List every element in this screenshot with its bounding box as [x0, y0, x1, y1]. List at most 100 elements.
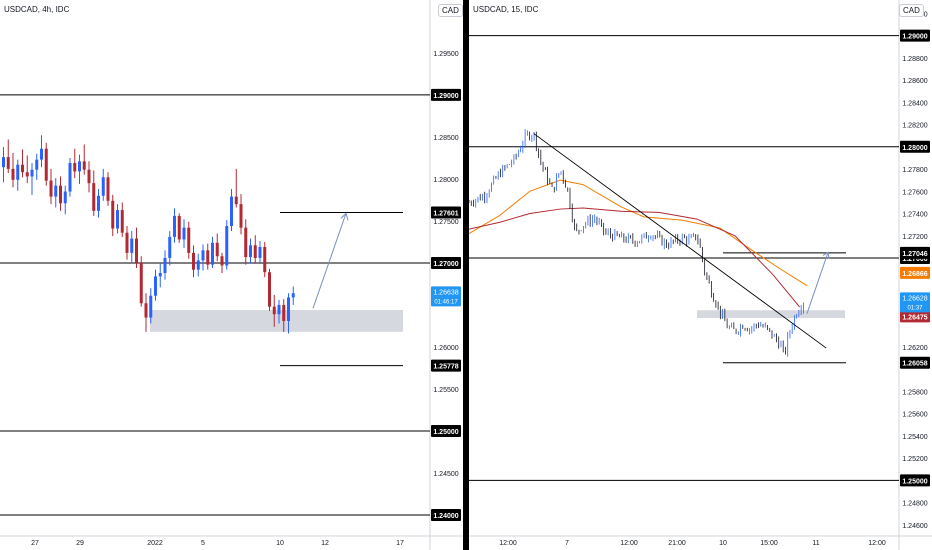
left-candle-body [187, 227, 191, 253]
left-candle-body [282, 304, 286, 321]
left-candle-body [163, 257, 167, 274]
left-symbol-label[interactable]: USDCAD, 4h, IDC [4, 5, 70, 14]
left-candle-body [192, 252, 195, 270]
left-candle-body [211, 242, 214, 265]
right-chart-canvas[interactable]: 1.24600 1.24800 1.25200 1.25400 1.25600 1.258… [469, 0, 932, 550]
left-time-tick: 27 [31, 540, 39, 547]
left-candle-body [97, 195, 100, 211]
right-time-tick: 7 [565, 540, 569, 547]
right-demand-zone [697, 310, 845, 319]
right-key-level-label-bg [900, 474, 930, 487]
left-candle-body [135, 238, 138, 263]
right-key-level-label-bg [900, 29, 930, 42]
left-price-tick: 1.25500 [433, 387, 458, 394]
right-time-tick: 12:00 [499, 540, 517, 547]
left-target-level-label: 1.27601 [433, 210, 458, 217]
left-projection-arrow [312, 213, 347, 309]
left-candle-body [201, 250, 205, 261]
left-key-level-label: 1.25000 [433, 429, 458, 436]
left-current-price: 1.26638 [433, 289, 458, 296]
left-candle-body [253, 245, 257, 258]
right-price-tick: 1.27400 [902, 212, 927, 219]
left-candle-body [144, 303, 148, 318]
left-key-level-label-bg [431, 424, 461, 437]
right-time-tick: 12:00 [868, 540, 886, 547]
right-key-level-label: 1.29000 [902, 34, 927, 41]
left-candle-body [111, 200, 115, 229]
left-candle-body [49, 180, 53, 197]
left-candle-body [206, 250, 210, 265]
right-price-tick: 1.26200 [902, 345, 927, 352]
right-target-level-label: 1.26058 [902, 361, 927, 368]
left-key-level-label-bg [431, 508, 461, 521]
left-candle-body [78, 161, 81, 172]
right-ma-slow-label: 1.26475 [902, 314, 927, 321]
right-price-tick: 1.27800 [902, 167, 927, 174]
right-projection-arrow [806, 252, 829, 314]
left-candle-body [268, 272, 271, 307]
left-candle-body [16, 164, 20, 180]
left-candle-body [120, 210, 124, 233]
left-candle-body [272, 306, 276, 315]
left-target-level-label: 1.25778 [433, 364, 458, 371]
right-price-tick: 1.25600 [902, 412, 927, 419]
left-chart-canvas[interactable]: 1.24500 1.25500 1.26000 1.27500 1.28000 1.285… [0, 0, 463, 550]
left-candle-body [249, 245, 252, 258]
right-time-tick: 12:00 [620, 540, 638, 547]
right-time-tick: 15:00 [760, 540, 778, 547]
right-candle-countdown: 01:37 [907, 305, 923, 311]
left-candle-body [44, 148, 48, 181]
left-candle-body [139, 262, 143, 304]
left-candle-body [30, 169, 34, 177]
left-candle-body [82, 161, 86, 170]
right-price-tick: 1.27200 [902, 234, 927, 241]
left-price-tick: 1.29500 [433, 51, 458, 58]
left-price-tick: 1.27500 [433, 219, 458, 226]
left-current-price-bg [431, 286, 461, 307]
right-symbol-label[interactable]: USDCAD, 15, IDC [473, 5, 539, 14]
right-ma-slow-line [469, 207, 800, 308]
left-candle-body [173, 215, 176, 237]
left-candle-body [177, 215, 181, 240]
left-currency-badge[interactable]: CAD [438, 4, 463, 17]
left-price-tick: 1.24500 [433, 471, 458, 478]
right-price-tick: 1.24800 [902, 501, 927, 508]
right-price-tick: 1.25800 [902, 389, 927, 396]
right-time-tick: 10 [719, 540, 727, 547]
left-time-tick: 2022 [147, 540, 163, 547]
right-ma-slow-label-bg [900, 310, 930, 323]
left-candle-body [54, 185, 58, 197]
left-candle-body [182, 227, 186, 240]
left-time-tick: 12 [321, 540, 329, 547]
right-target-level-label-bg [900, 356, 930, 369]
left-candle-body [277, 304, 281, 315]
right-projection-arrowhead [822, 251, 830, 259]
left-candle-body [68, 162, 72, 192]
left-candle-body [116, 210, 119, 229]
right-currency-badge[interactable]: CAD [899, 4, 924, 17]
left-candle-body [59, 185, 62, 204]
right-trendline [533, 133, 827, 349]
left-candle-body [21, 164, 24, 173]
left-candle-body [263, 246, 267, 273]
left-candle-body [63, 191, 67, 204]
left-target-level-label-bg [431, 206, 461, 219]
left-time-tick: 29 [76, 540, 84, 547]
left-candle-countdown: 01:46:17 [434, 299, 458, 305]
left-key-level-label-bg [431, 256, 461, 269]
left-candle-body [158, 273, 162, 277]
left-chart-panel[interactable]: 1.24500 1.25500 1.26000 1.27500 1.28000 1.285… [0, 0, 463, 550]
panel-divider[interactable] [463, 0, 469, 550]
right-ma-fast-line [469, 179, 808, 287]
left-candle-body [92, 183, 96, 211]
left-candle-body [215, 242, 219, 257]
right-target-level-label-bg [900, 246, 930, 259]
left-candle-body [35, 159, 39, 170]
right-chart-panel[interactable]: 1.24600 1.24800 1.25200 1.25400 1.25600 1.258… [469, 0, 932, 550]
right-price-tick: 1.28200 [902, 123, 927, 130]
left-candle-body [40, 148, 43, 160]
right-price-tick: 1.24600 [902, 523, 927, 530]
left-time-tick: 10 [276, 540, 284, 547]
left-key-level-label: 1.29000 [433, 93, 458, 100]
right-price-tick: 1.28600 [902, 78, 927, 85]
